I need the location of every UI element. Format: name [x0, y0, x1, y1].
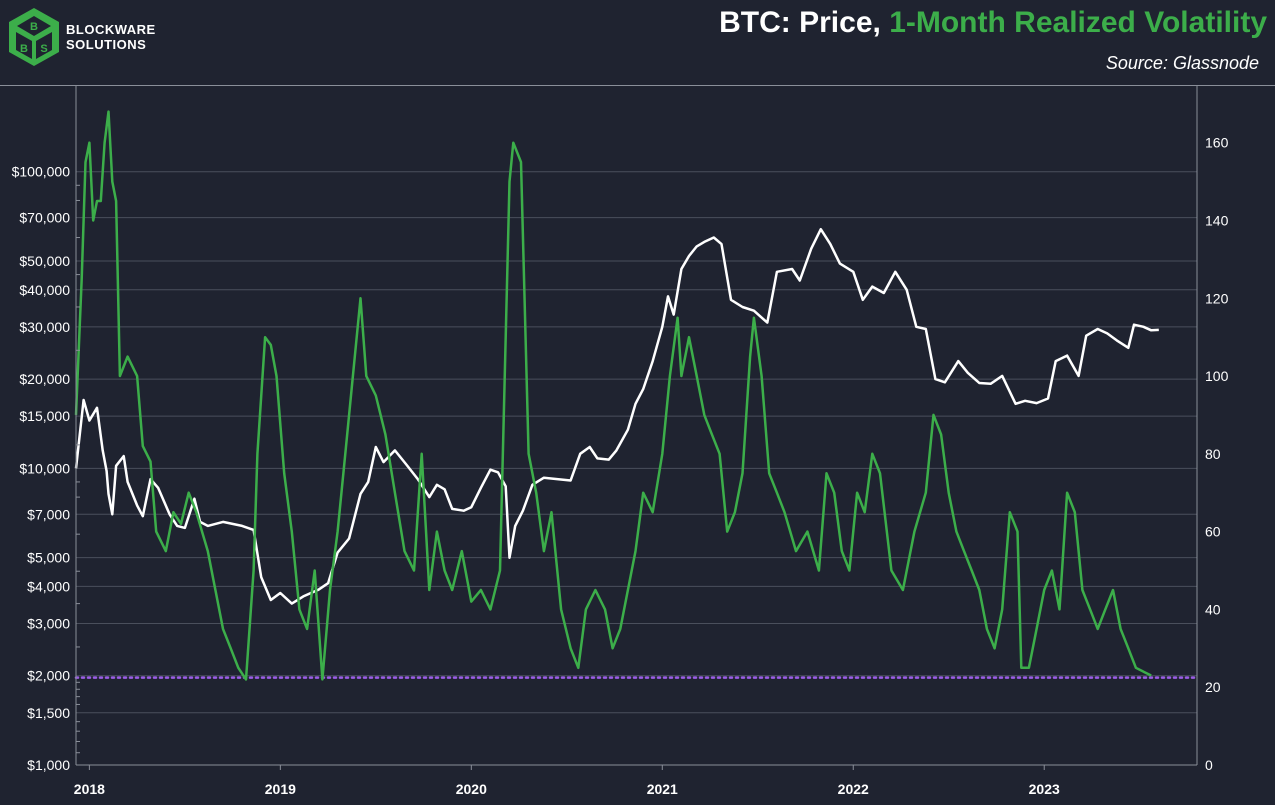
- axes: $100,000 $70,000 $50,000 $40,000 $30,000 $20,…: [12, 86, 1229, 797]
- x-tick-label: 2021: [647, 781, 678, 797]
- x-tick-label: 2023: [1029, 781, 1060, 797]
- y-left-tick-label: $3,000: [27, 615, 70, 631]
- brand-line-2: SOLUTIONS: [66, 37, 147, 52]
- gridlines: [76, 171, 1197, 766]
- blockware-logo-icon: B B S: [9, 8, 59, 66]
- volatility-series-line: [74, 110, 1152, 681]
- y-right-tick-label: 60: [1205, 524, 1221, 540]
- svg-text:B: B: [20, 43, 28, 55]
- y-right-tick-label: 120: [1205, 290, 1229, 306]
- y-right-tick-label: 160: [1205, 135, 1229, 151]
- y-left-tick-label: $50,000: [19, 253, 70, 269]
- x-tick-label: 2022: [838, 781, 869, 797]
- svg-text:S: S: [40, 43, 47, 55]
- y-left-tick-label: $40,000: [19, 282, 70, 298]
- title-prefix: BTC: Price,: [719, 6, 890, 39]
- y-left-tick-label: $4,000: [27, 578, 70, 594]
- y-left-tick-label: $1,500: [27, 705, 70, 721]
- y-left-tick-label: $7,000: [27, 506, 70, 522]
- y-left-tick-label: $100,000: [12, 164, 71, 180]
- y-right-tick-label: 40: [1205, 601, 1221, 617]
- chart-header: B B S BLOCKWARE SOLUTIONS BTC: Price, 1-…: [0, 0, 1275, 86]
- y-left-tick-label: $1,000: [27, 757, 70, 773]
- y-left-tick-label: $20,000: [19, 371, 70, 387]
- y-right-tick-label: 0: [1205, 757, 1213, 773]
- y-left-tick-label: $15,000: [19, 408, 70, 424]
- y-left-tick-label: $10,000: [19, 460, 70, 476]
- price-volatility-chart: $100,000 $70,000 $50,000 $40,000 $30,000 $20,…: [12, 86, 1229, 797]
- price-series-line: [74, 227, 1159, 605]
- y-right-tick-label: 20: [1205, 679, 1221, 695]
- x-tick-label: 2020: [456, 781, 487, 797]
- chart-source: Source: Glassnode: [1105, 53, 1259, 73]
- series-layer: [74, 110, 1159, 681]
- brand-name: BLOCKWARE SOLUTIONS: [66, 22, 156, 52]
- svg-text:B: B: [30, 21, 38, 33]
- y-right-tick-label: 80: [1205, 446, 1221, 462]
- y-left-tick-label: $2,000: [27, 668, 70, 684]
- x-tick-label: 2018: [74, 781, 105, 797]
- y-right-tick-label: 100: [1205, 368, 1229, 384]
- title-highlight: 1-Month Realized Volatility: [889, 6, 1267, 39]
- x-tick-label: 2019: [265, 781, 296, 797]
- chart-title: BTC: Price, 1-Month Realized Volatility: [719, 6, 1267, 40]
- y-left-tick-label: $30,000: [19, 319, 70, 335]
- y-right-tick-label: 140: [1205, 212, 1229, 228]
- y-left-tick-label: $5,000: [27, 550, 70, 566]
- y-left-tick-label: $70,000: [19, 210, 70, 226]
- brand-line-1: BLOCKWARE: [66, 22, 156, 37]
